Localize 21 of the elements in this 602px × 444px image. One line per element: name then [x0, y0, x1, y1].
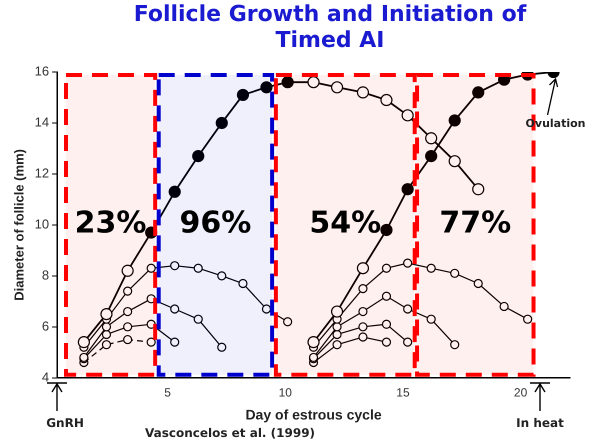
band-label: 77% — [439, 206, 512, 241]
chart-title: Follicle Growth and Initiation of Timed AI — [132, 2, 528, 54]
text: Vasconcelos et al. (1999) — [144, 426, 316, 440]
band-label: 23% — [74, 206, 146, 241]
y-tick-label: 14 — [34, 114, 50, 130]
band-label: 54% — [309, 206, 382, 241]
band-label: 96% — [180, 206, 252, 241]
text: GnRH — [46, 416, 84, 430]
x-tick-label: 15 — [396, 385, 410, 400]
y-tick-label: 10 — [34, 216, 50, 232]
text: In heat — [516, 416, 564, 430]
x-tick-label: 5 — [164, 385, 172, 400]
x-tick-label: 10 — [278, 385, 292, 400]
y-tick-label: 16 — [34, 64, 50, 79]
x-tick-label: 20 — [514, 385, 528, 400]
y-tick-label: 4 — [42, 369, 50, 384]
y-tick-label: 12 — [34, 166, 50, 181]
y-tick-label: 8 — [42, 267, 50, 282]
x-axis-title: Day of estrous cycle — [245, 406, 382, 422]
y-tick-label: 6 — [42, 318, 50, 334]
y-axis-title: Diameter of follicle (mm) — [11, 149, 26, 301]
